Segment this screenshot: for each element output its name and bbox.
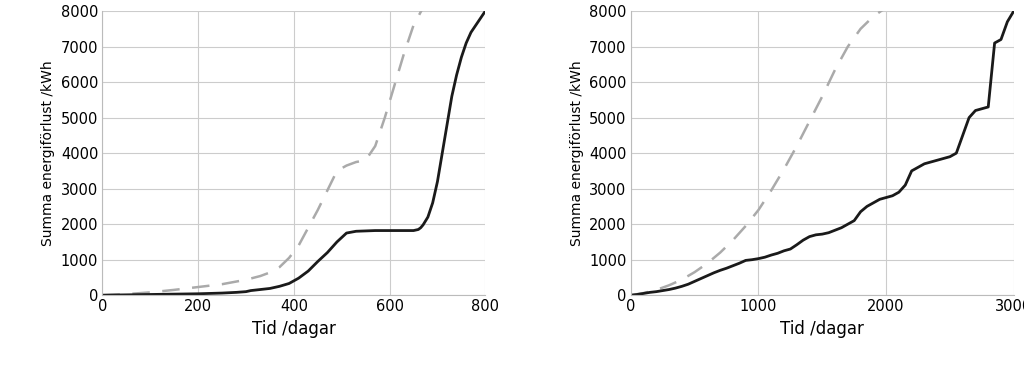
Y-axis label: Summa energiförlust /kWh: Summa energiförlust /kWh — [41, 60, 55, 246]
X-axis label: Tid /dagar: Tid /dagar — [252, 320, 336, 338]
X-axis label: Tid /dagar: Tid /dagar — [780, 320, 864, 338]
Y-axis label: Summa energiförlust /kWh: Summa energiförlust /kWh — [569, 60, 584, 246]
